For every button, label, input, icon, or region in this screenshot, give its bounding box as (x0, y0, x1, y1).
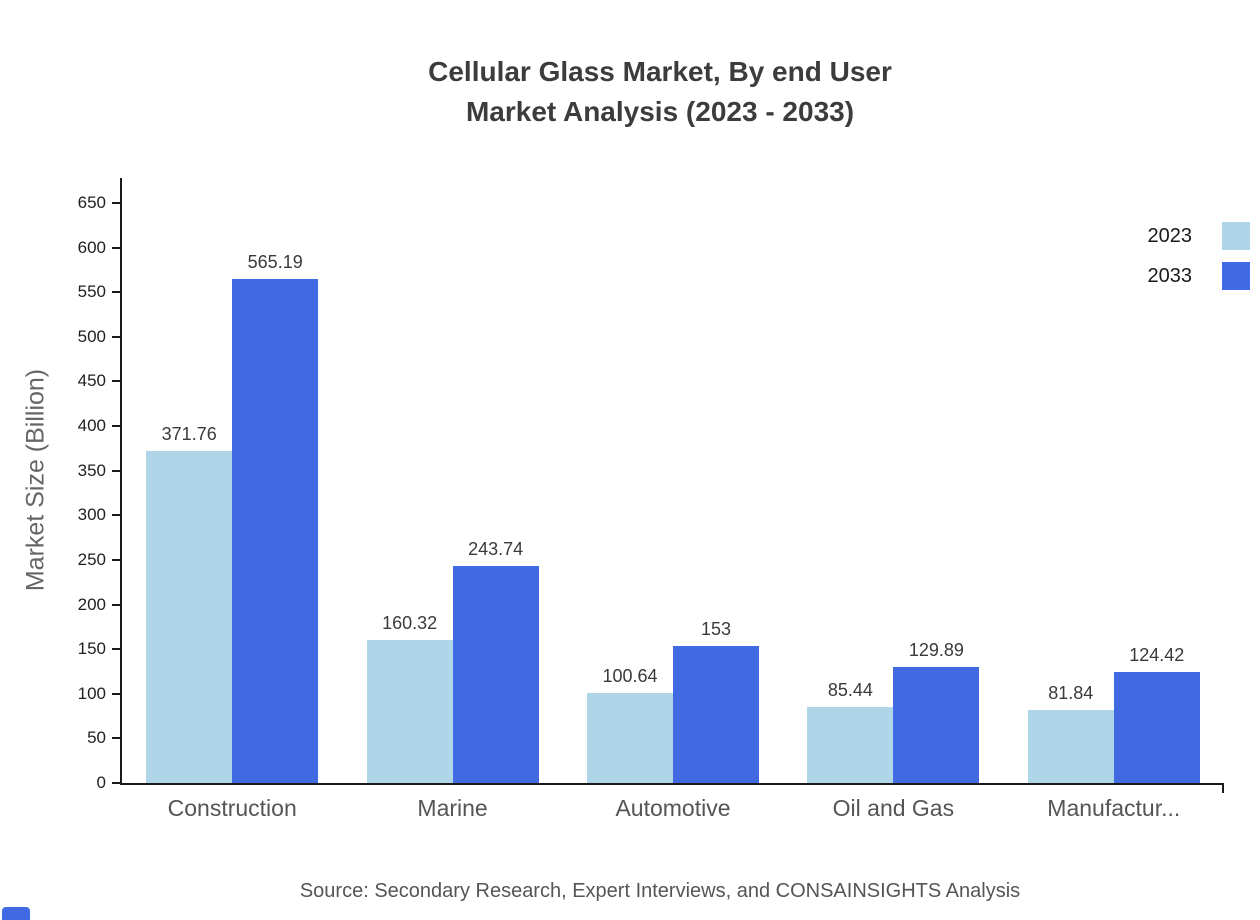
bar-2023-category-2 (587, 693, 673, 783)
value-label-2033-category-4: 124.42 (1129, 644, 1185, 665)
y-tick-mark-450 (112, 380, 120, 383)
y-tick-mark-200 (112, 603, 120, 606)
chart-title: Cellular Glass Market, By end User Marke… (80, 52, 1240, 132)
y-tick-label-300: 300 (77, 505, 106, 525)
bar-2023-category-3 (807, 706, 894, 783)
category-label-4: Manufactur... (1047, 795, 1181, 821)
y-tick-mark-150 (112, 648, 120, 651)
source-text: Source: Secondary Research, Expert Inter… (299, 880, 1021, 902)
y-tick-label-150: 150 (77, 639, 106, 659)
category-label-0: Construction (167, 795, 297, 821)
value-label-2033-category-2: 153 (700, 619, 732, 640)
legend-item-2023[interactable]: 2023 (1147, 222, 1250, 250)
x-axis-end-tick (1222, 785, 1224, 793)
category-label-1: Marine (417, 795, 488, 821)
value-label-2023-category-2: 100.64 (602, 666, 658, 687)
y-tick-mark-250 (112, 558, 120, 561)
bar-2023-category-4 (1027, 709, 1114, 783)
value-label-2033-category-0: 565.19 (247, 251, 303, 272)
y-tick-label-450: 450 (77, 371, 106, 391)
y-tick-label-500: 500 (77, 326, 106, 346)
y-tick-label-200: 200 (77, 594, 106, 614)
bar-2033-category-1 (452, 565, 539, 783)
value-label-2023-category-3: 85.44 (827, 679, 873, 700)
y-tick-mark-500 (112, 335, 120, 338)
bar-2023-category-0 (146, 451, 233, 783)
y-axis-title: Market Size (Billion) (21, 368, 50, 592)
bar-2023-category-1 (366, 639, 453, 783)
y-tick-mark-50 (112, 737, 120, 740)
y-tick-mark-100 (112, 692, 120, 695)
y-tick-label-400: 400 (77, 416, 106, 436)
y-tick-mark-400 (112, 425, 120, 428)
y-tick-mark-650 (112, 202, 120, 204)
value-label-2023-category-0: 371.76 (161, 424, 217, 445)
category-label-3: Oil and Gas (832, 795, 955, 821)
y-tick-label-0: 0 (96, 773, 106, 792)
value-label-2023-category-1: 160.32 (382, 612, 438, 633)
y-tick-label-550: 550 (77, 282, 106, 302)
plot-area: 0 50 100 150 200 250 300 350 400 450 500 550 600 650 3… (78, 178, 1224, 821)
bar-2033-category-4 (1113, 671, 1200, 783)
y-tick-mark-350 (112, 469, 120, 472)
legend-swatch-2033 (1222, 262, 1250, 290)
legend-item-2033[interactable]: 2033 (1147, 262, 1250, 290)
value-label-2023-category-4: 81.84 (1048, 682, 1094, 703)
legend: 2023 2033 (1147, 222, 1250, 302)
bar-2033-category-3 (893, 667, 980, 783)
y-tick-mark-600 (112, 246, 120, 249)
value-label-2033-category-3: 129.89 (908, 640, 964, 661)
chart-title-line1: Cellular Glass Market, By end User (428, 56, 892, 87)
corner-watermark (2, 907, 30, 920)
y-tick-mark-550 (112, 291, 120, 294)
bar-2033-category-2 (673, 646, 759, 783)
value-label-2033-category-1: 243.74 (468, 538, 524, 559)
bar-2033-category-0 (232, 278, 319, 783)
legend-label-2023: 2023 (1147, 224, 1193, 247)
y-tick-mark-300 (112, 514, 120, 517)
y-tick-label-600: 600 (77, 237, 106, 257)
y-tick-label-50: 50 (87, 728, 106, 748)
category-label-2: Automotive (615, 795, 731, 821)
y-tick-label-250: 250 (77, 549, 106, 569)
y-tick-label-650: 650 (77, 193, 106, 212)
chart-title-line2: Market Analysis (2023 - 2033) (465, 96, 855, 127)
legend-swatch-2023 (1222, 222, 1250, 250)
y-tick-mark-0 (112, 782, 120, 784)
y-tick-label-350: 350 (77, 460, 106, 480)
legend-label-2033: 2033 (1147, 264, 1193, 287)
y-tick-label-100: 100 (77, 683, 106, 703)
